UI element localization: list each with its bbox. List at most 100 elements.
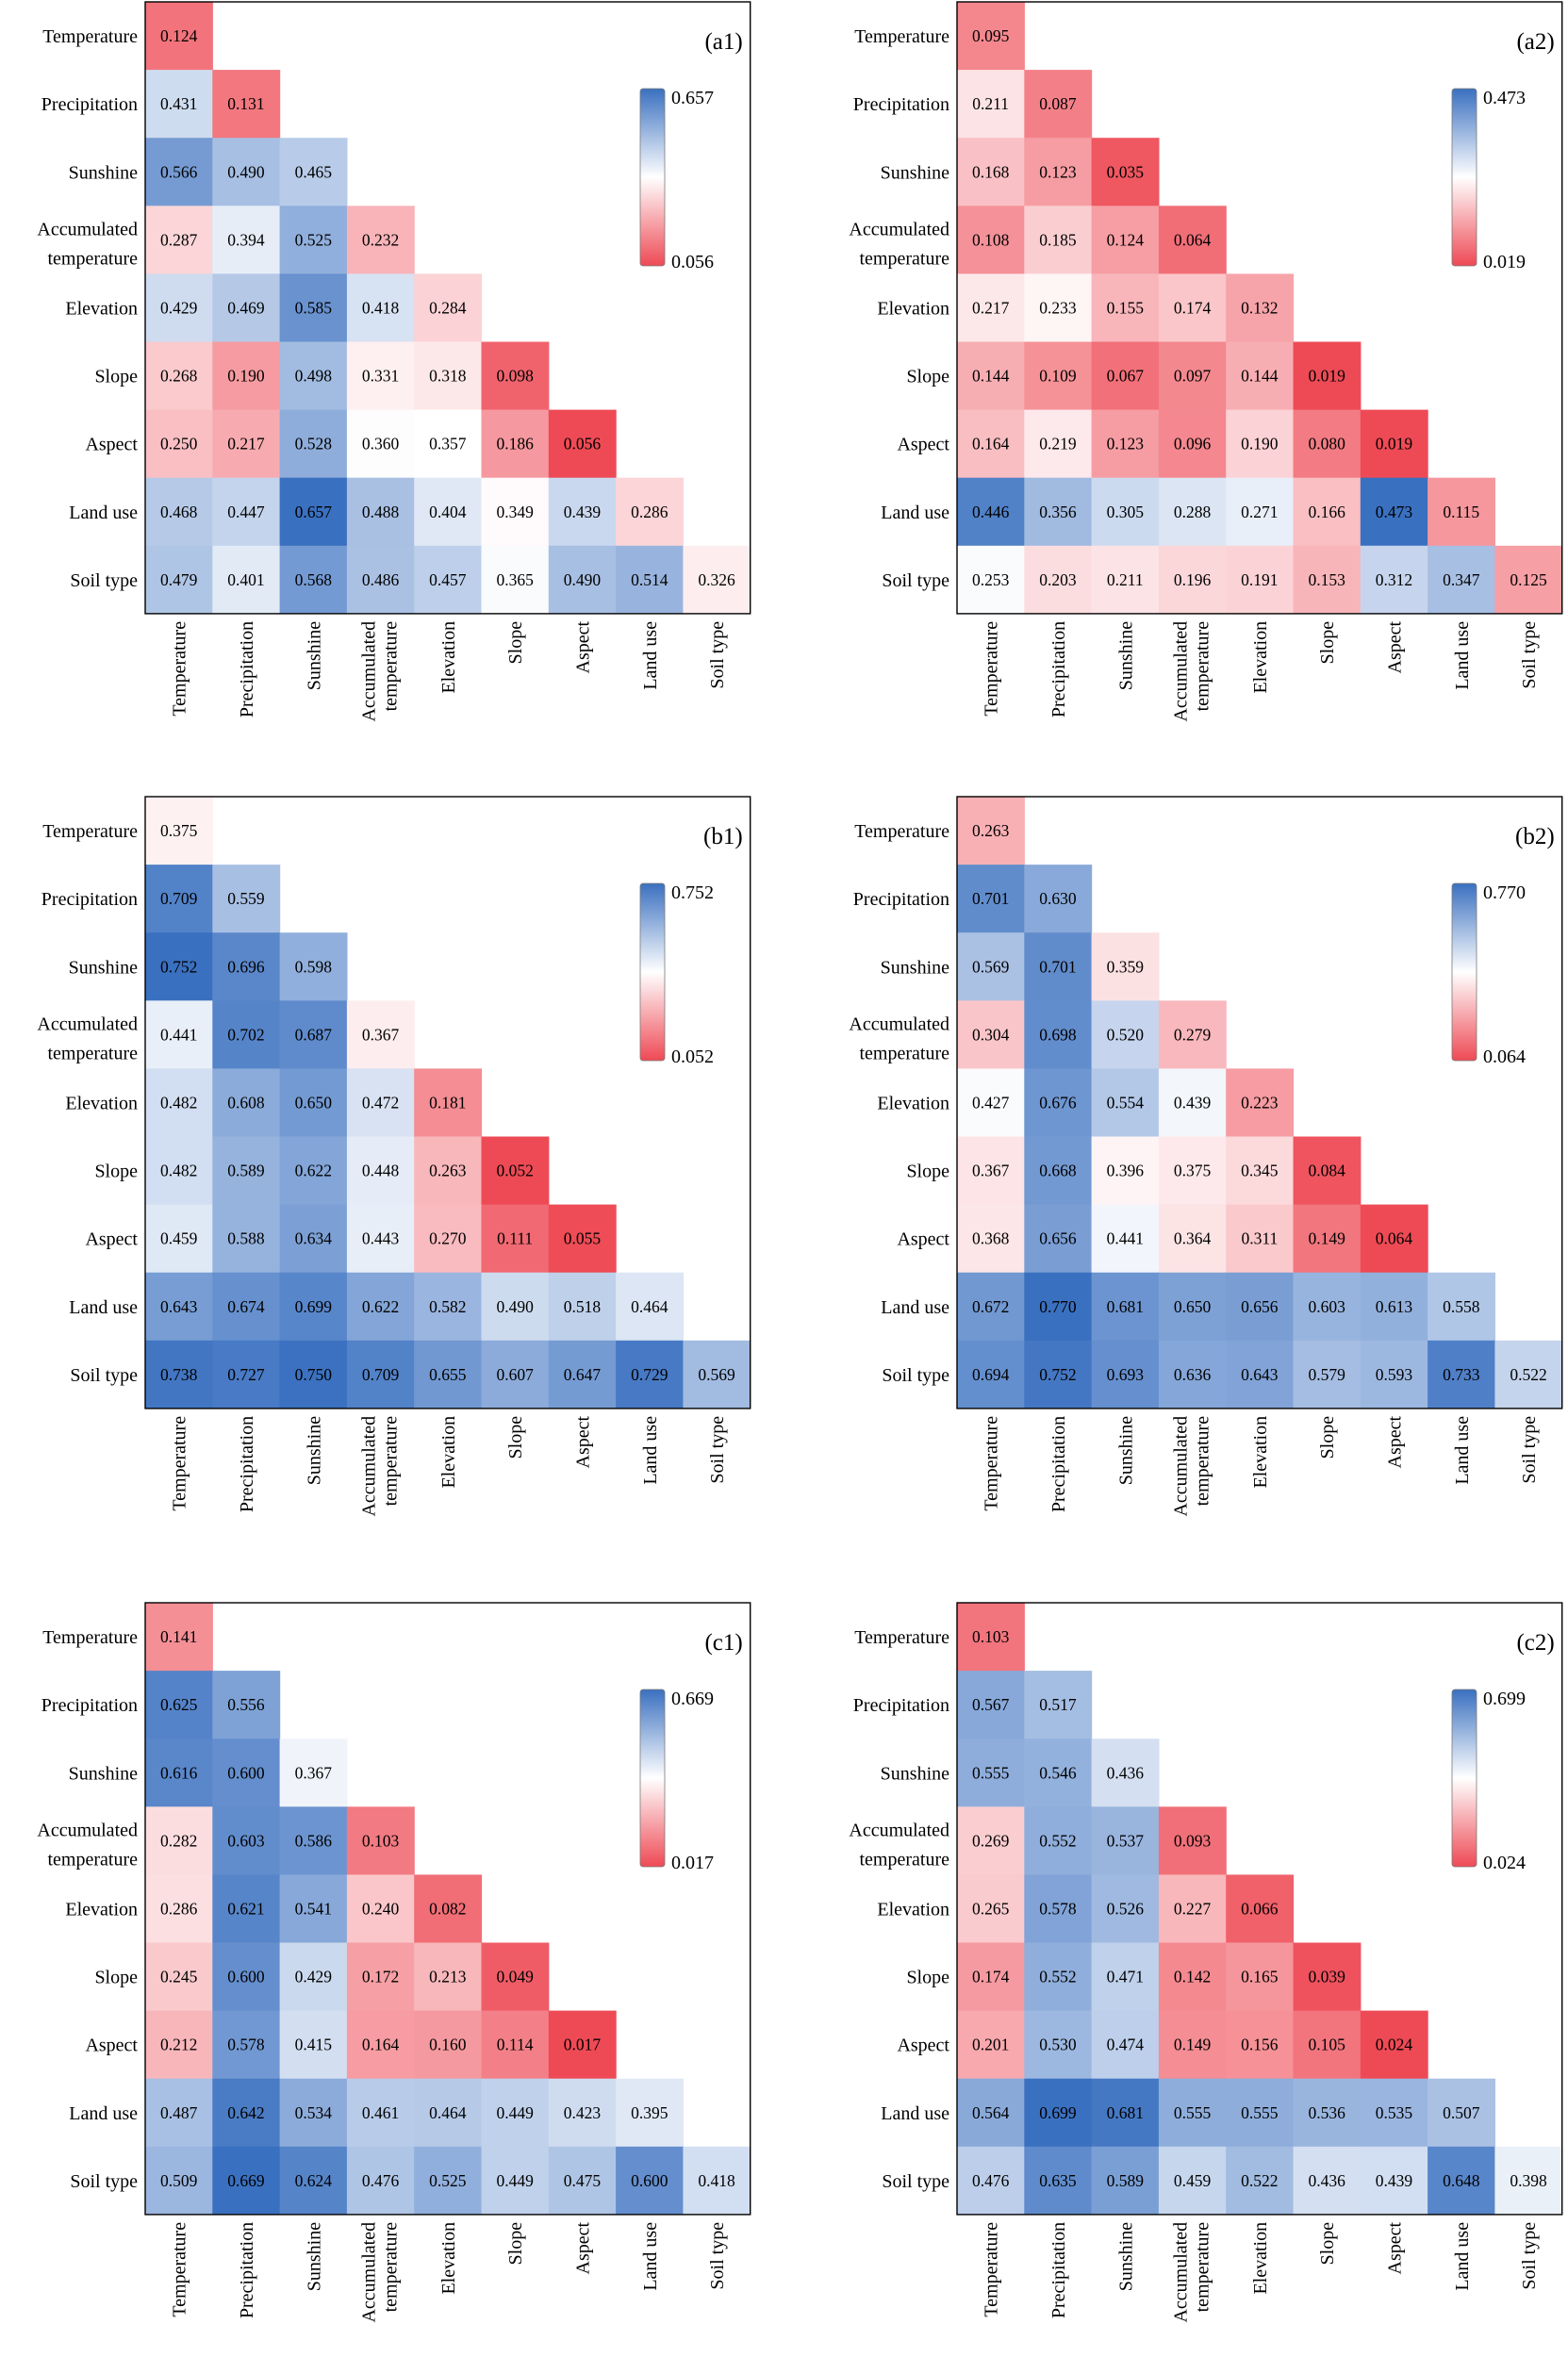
heatmap-cell xyxy=(481,1340,550,1409)
heatmap-cell-value: 0.123 xyxy=(1039,162,1077,181)
heatmap-cell-value: 0.770 xyxy=(1039,1297,1077,1316)
heatmap-cell xyxy=(1226,2146,1295,2216)
heatmap-cell-value: 0.630 xyxy=(1039,889,1077,908)
heatmap-cell-value: 0.064 xyxy=(1174,230,1212,249)
heatmap-cell xyxy=(1360,1340,1428,1409)
heatmap-cell-value: 0.468 xyxy=(160,503,198,521)
heatmap-cell-value: 0.586 xyxy=(295,1831,333,1850)
heatmap-cell xyxy=(957,797,1025,865)
x-tick-label-temperature: Temperature xyxy=(170,2222,190,2317)
heatmap-cell-value: 0.475 xyxy=(564,2171,602,2190)
heatmap-cell xyxy=(1091,1874,1160,1944)
heatmap-cell xyxy=(1091,2010,1160,2080)
heatmap-cell-value: 0.439 xyxy=(1174,1093,1212,1112)
heatmap-cell-value: 0.311 xyxy=(1241,1229,1278,1248)
heatmap-cell-value: 0.367 xyxy=(295,1763,333,1782)
heatmap-cell xyxy=(212,206,281,274)
heatmap-cell xyxy=(212,932,281,1001)
heatmap-cell xyxy=(957,138,1025,206)
heatmap-cell xyxy=(481,1272,550,1342)
heatmap-cell-value: 0.039 xyxy=(1308,1968,1345,1986)
heatmap-cell xyxy=(683,1340,751,1409)
heatmap-cell-value: 0.525 xyxy=(429,2171,467,2190)
heatmap-cell-value: 0.699 xyxy=(295,1297,333,1316)
heatmap-cell-value: 0.375 xyxy=(160,821,198,840)
heatmap-cell xyxy=(957,477,1025,547)
legend-min-label: 0.056 xyxy=(671,252,714,272)
heatmap-cell-value: 0.287 xyxy=(160,230,198,249)
y-tick-label-aspect: Aspect xyxy=(85,435,138,455)
heatmap-cell xyxy=(279,409,348,479)
heatmap-cell-value: 0.603 xyxy=(1308,1297,1345,1316)
panel-label: (c2) xyxy=(1516,1630,1554,1656)
x-tick-label-sunshine: Sunshine xyxy=(1115,2222,1136,2291)
heatmap-cell xyxy=(1428,2146,1495,2216)
heatmap-cell-value: 0.103 xyxy=(972,1627,1010,1646)
heatmap-cell xyxy=(414,1136,483,1206)
heatmap-cell xyxy=(279,1000,348,1069)
heatmap-cell-value: 0.625 xyxy=(160,1695,198,1714)
heatmap-cell-value: 0.367 xyxy=(972,1162,1010,1180)
x-tick-label-sunshine: Sunshine xyxy=(304,621,324,690)
heatmap-cell-value: 0.365 xyxy=(496,570,534,589)
heatmap-frame xyxy=(144,796,751,1409)
heatmap-cell xyxy=(1024,2146,1093,2216)
heatmap-cell xyxy=(145,1204,213,1274)
heatmap-cell xyxy=(212,1272,281,1342)
x-tick-label-soil-type: Soil type xyxy=(707,2222,728,2290)
heatmap-cell-value: 0.124 xyxy=(1107,230,1145,249)
heatmap-cell xyxy=(279,932,348,1001)
x-tick-label-precipitation: Precipitation xyxy=(237,2222,257,2318)
x-tick-label-soil-type: Soil type xyxy=(1519,2222,1540,2290)
heatmap-cell xyxy=(346,1874,415,1944)
y-tick-label-slope: Slope xyxy=(94,1162,138,1182)
heatmap-cell-value: 0.211 xyxy=(972,94,1009,113)
heatmap-cell-value: 0.213 xyxy=(429,1968,467,1986)
heatmap-cell-value: 0.647 xyxy=(564,1365,602,1384)
heatmap-cell xyxy=(481,1136,550,1206)
heatmap-cell xyxy=(1428,1272,1495,1342)
heatmap-cell-value: 0.650 xyxy=(295,1093,333,1112)
heatmap-cell xyxy=(279,2146,348,2216)
heatmap-cell-value: 0.019 xyxy=(1308,367,1345,386)
panel-label: (b2) xyxy=(1515,824,1555,849)
heatmap-cell xyxy=(1158,1068,1227,1138)
heatmap-cell xyxy=(145,1068,213,1138)
heatmap-cell xyxy=(145,1603,213,1672)
heatmap-cell-value: 0.621 xyxy=(227,1899,264,1918)
heatmap-cell-value: 0.498 xyxy=(295,367,333,386)
heatmap-cell xyxy=(212,409,281,479)
y-tick-label-aspect: Aspect xyxy=(85,1229,138,1250)
heatmap-cell-value: 0.578 xyxy=(227,2036,265,2054)
heatmap-cell xyxy=(279,1874,348,1944)
x-tick-label-accumulated-temperature: Accumulated xyxy=(1171,1416,1192,1517)
heatmap-cell xyxy=(145,1942,213,2012)
heatmap-cell-value: 0.219 xyxy=(1039,435,1077,453)
heatmap-cell xyxy=(1293,1136,1362,1206)
heatmap-cell-value: 0.367 xyxy=(362,1025,400,1044)
heatmap-cell xyxy=(1024,138,1093,206)
heatmap-cell xyxy=(481,2078,550,2148)
heatmap-cell xyxy=(145,341,213,411)
heatmap-cell-value: 0.357 xyxy=(429,435,467,453)
y-tick-label-elevation: Elevation xyxy=(877,298,949,319)
heatmap-cell-value: 0.738 xyxy=(160,1365,198,1384)
heatmap-cell-value: 0.569 xyxy=(698,1365,735,1384)
heatmap-cell xyxy=(616,1340,684,1409)
heatmap-cell-value: 0.356 xyxy=(1039,503,1077,521)
heatmap-cell-value: 0.479 xyxy=(160,570,198,589)
y-tick-label-accumulated-temperature: Accumulated xyxy=(849,1820,949,1840)
heatmap-cell-value: 0.600 xyxy=(631,2171,668,2190)
heatmap-cell-value: 0.518 xyxy=(564,1297,602,1316)
heatmap-cell xyxy=(1226,1068,1295,1138)
heatmap-cell xyxy=(1024,932,1093,1001)
heatmap-cell-value: 0.552 xyxy=(1039,1831,1076,1850)
y-tick-label-elevation: Elevation xyxy=(877,1093,949,1113)
heatmap-cell xyxy=(1024,1136,1093,1206)
heatmap-cell xyxy=(1293,2146,1362,2216)
heatmap-cell xyxy=(957,1874,1025,1944)
heatmap-cell xyxy=(548,2010,617,2080)
heatmap-cell xyxy=(1293,545,1362,615)
panel-label: (c1) xyxy=(704,1630,742,1656)
heatmap-cell-value: 0.559 xyxy=(227,889,265,908)
